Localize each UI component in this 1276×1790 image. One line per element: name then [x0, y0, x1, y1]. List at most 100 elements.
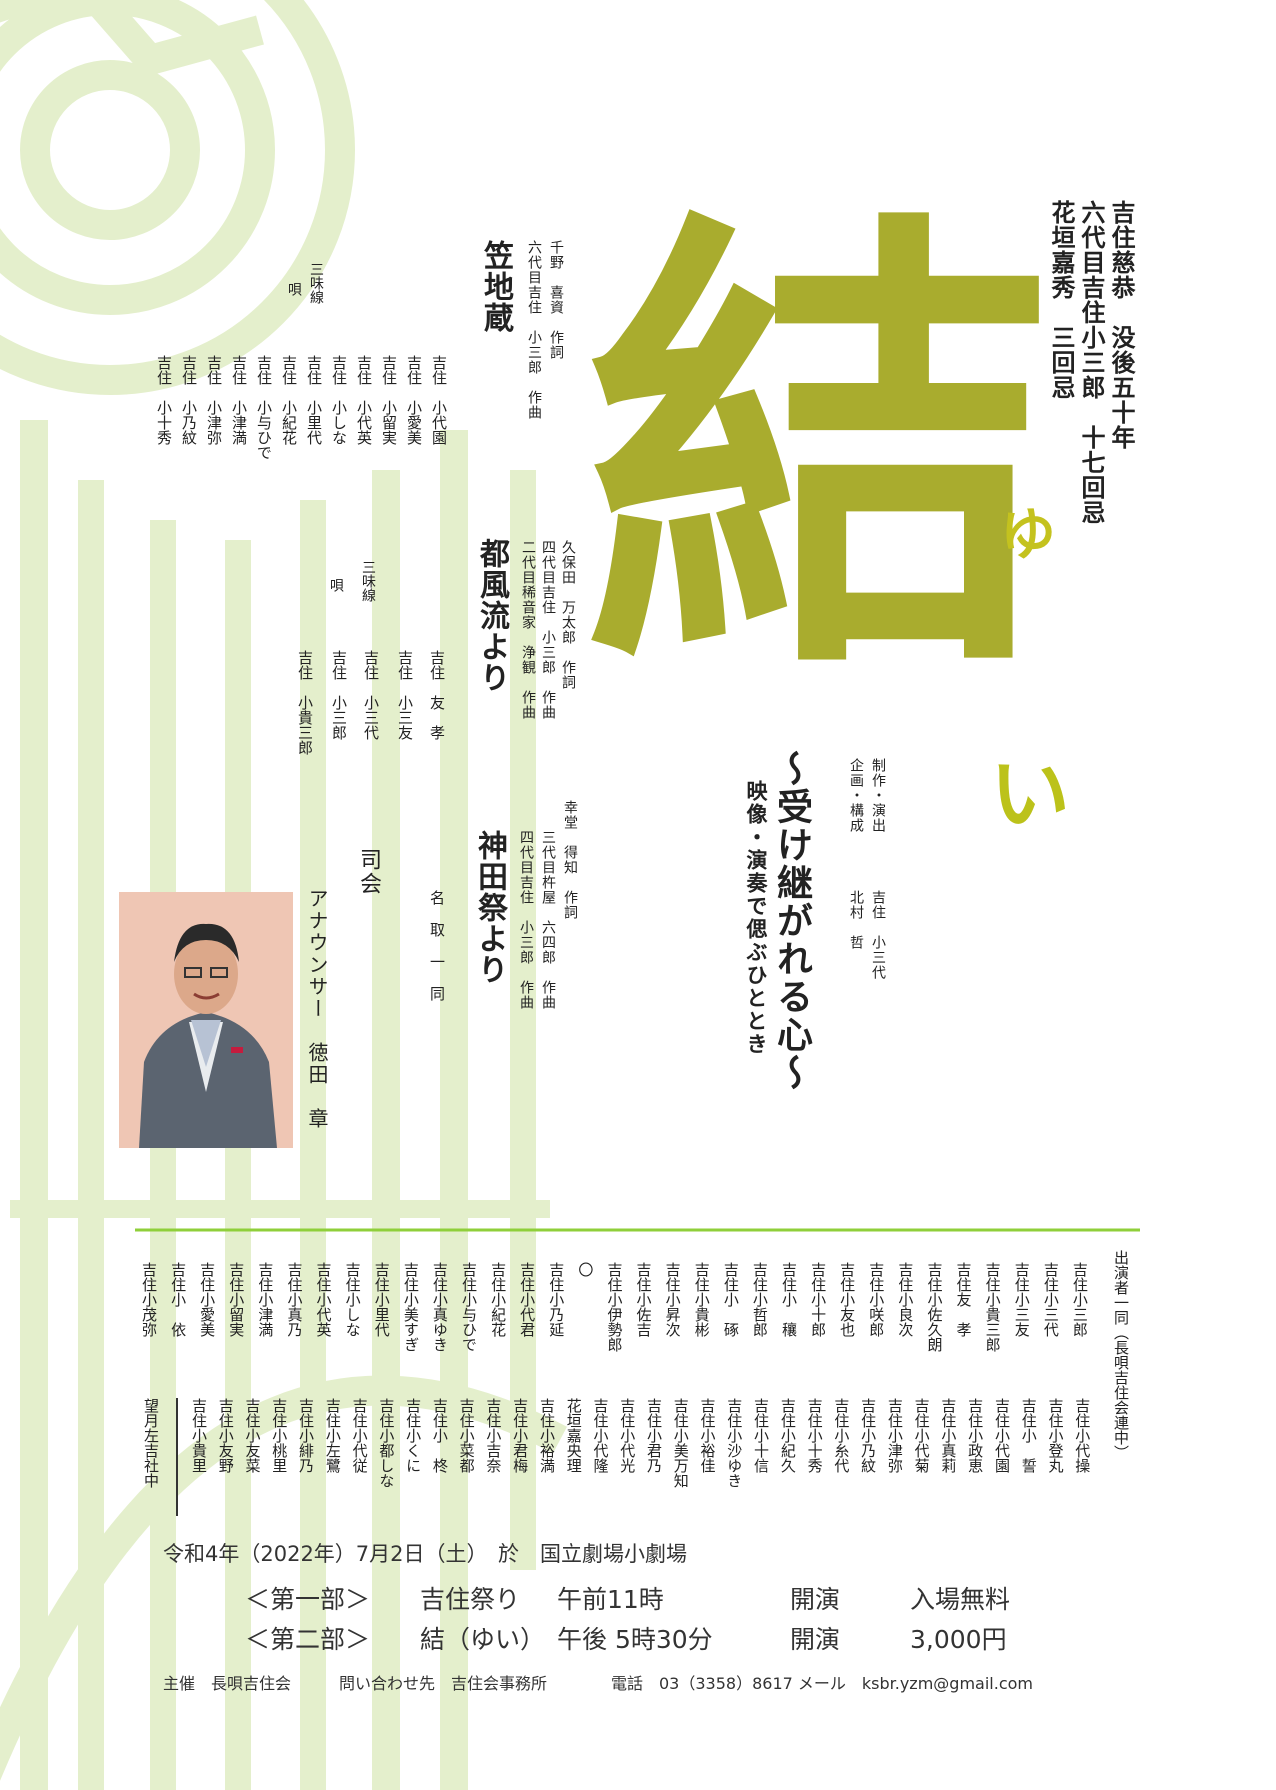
cast-member: 吉住小真乃	[285, 1262, 304, 1337]
cast-member: 吉住小真ゆき	[430, 1262, 449, 1352]
natori-ichido: 名 取 一 同	[428, 890, 446, 1002]
cast-member: 吉住小真莉	[939, 1398, 958, 1473]
piece-1-title: 笠地蔵	[478, 240, 513, 333]
performer: 吉住 小津満	[230, 355, 248, 445]
cast-member: 吉住小登丸	[1046, 1398, 1065, 1473]
date-venue: 令和4年（2022年）7月2日（土） 於 国立劇場小劇場	[163, 1542, 688, 1566]
part-2-time: 午後 5時30分	[557, 1625, 713, 1654]
piece-2-performer: 吉住 小貴三郎	[296, 650, 314, 755]
cast-member: 吉住小桃里	[270, 1398, 289, 1473]
cast-member: 吉住小里代	[372, 1262, 391, 1337]
cast-member: 吉住小咲郎	[867, 1262, 886, 1337]
part-2-start: 開演	[790, 1625, 841, 1654]
cast-list-top: 吉住小三郎 吉住小三代 吉住小三友 吉住小貴三郎 吉住友 孝吉住小佐久朗 吉住小良次 吉住小…	[140, 1262, 1100, 1392]
cast-member: 吉住小菜都	[457, 1398, 476, 1473]
hayashi-group: 望月左吉社中	[142, 1398, 160, 1488]
cast-list-bottom: 吉住小代操 吉住小登丸 吉住小 誓吉住小代園 吉住小政恵 吉住小真莉 吉住小代菊 吉住小津弥…	[190, 1398, 1100, 1528]
part-2-row: ＜第二部＞ 結（ゆい） 午後 5時30分 開演 3,000円	[245, 1620, 1045, 1654]
performer: 吉住 小十秀	[155, 355, 173, 445]
performer: 吉住 小紀花	[280, 355, 298, 445]
cast-member: 吉住小与ひで	[460, 1262, 478, 1352]
cast-member: 吉住小政恵	[966, 1398, 985, 1473]
piece-2-shamisen-label: 三味線	[360, 560, 376, 602]
cast-member: 吉住小津弥	[885, 1398, 904, 1473]
cast-member: 吉住小 依	[169, 1262, 188, 1337]
piece-2-uta-label: 唄	[328, 578, 344, 592]
performer: 吉住 小里代	[305, 355, 323, 445]
cast-member: 吉住小貴彬	[692, 1262, 711, 1337]
performer: 吉住 小代園	[430, 355, 448, 445]
part-1-row: ＜第一部＞ 吉住祭り 午前11時 開演 入場無料	[245, 1580, 1045, 1614]
logo-kanji: 結	[585, 174, 1055, 726]
mc-label: 司会	[356, 848, 381, 896]
cast-member: 吉住小愛美	[198, 1262, 217, 1337]
cast-member: 花垣嘉央理	[564, 1398, 583, 1473]
cast-member: 吉住友 孝	[954, 1262, 973, 1337]
logo-ruby: ゆ	[1000, 502, 1056, 568]
cast-member: 吉住小十郎	[809, 1262, 828, 1337]
piece-3-composer-2: 四代目吉住 小三郎 作曲	[518, 830, 534, 1010]
piece-3-title: 神田祭より	[472, 830, 507, 985]
cast-member: 吉住小茂弥	[140, 1262, 158, 1337]
cast-member: 吉住小代英	[314, 1262, 333, 1337]
cast-member: 吉住小美すぎ	[401, 1262, 420, 1352]
cast-member: 吉住小哲郎	[750, 1262, 769, 1337]
cast-member: 吉住小代光	[618, 1398, 637, 1473]
cast-member: 吉住小友也	[838, 1262, 857, 1337]
cast-member: 吉住小 誓	[1019, 1398, 1038, 1473]
role-production: 制作・演出	[870, 758, 886, 833]
cast-member: 吉住小君梅	[511, 1398, 530, 1473]
cast-member: 吉住小代菊	[912, 1398, 931, 1473]
cast-member: 吉住小乃紋	[859, 1398, 878, 1473]
piece-1-lyricist: 千野 喜資 作詞	[548, 240, 564, 360]
separator	[176, 1398, 178, 1516]
piece-1-uta-label: 唄	[286, 282, 302, 296]
cast-member: 吉住小代従	[350, 1398, 369, 1473]
performer: 吉住 小留実	[380, 355, 398, 445]
memorial-line-2: 六代目吉住小三郎 十七回忌	[1077, 200, 1106, 525]
cast-member: 吉住小君乃	[645, 1398, 663, 1473]
cast-member: 吉住小友菜	[243, 1398, 262, 1473]
cast-member: 吉住小左鷺	[323, 1398, 342, 1473]
cast-member: 吉住小くに	[404, 1398, 423, 1473]
cast-member: 吉住小都しな	[377, 1398, 396, 1488]
footer-contact: 主催 長唄吉住会 問い合わせ先 吉住会事務所 電話 03（3358）8617 メ…	[163, 1674, 1033, 1693]
cast-member: 吉住小代隆	[591, 1398, 610, 1473]
cast-member: 吉住小 穰	[780, 1262, 798, 1337]
cast-member: 吉住小三代	[1041, 1262, 1060, 1337]
piece-2-composer-2: 二代目稀音家 浄観 作曲	[520, 540, 536, 720]
cast-member: 吉住小しな	[343, 1262, 362, 1337]
cast-member: 吉住小美万知	[671, 1398, 690, 1488]
cast-member: 吉住小留実	[227, 1262, 246, 1337]
cast-member: 吉住小紀花	[489, 1262, 508, 1337]
cast-member: 吉住小貴三郎	[983, 1262, 1002, 1352]
cast-member: 吉住小代君	[518, 1262, 537, 1337]
part-1-start: 開演	[790, 1585, 841, 1614]
cast-member: 吉住小三郎	[1070, 1262, 1089, 1337]
cast-member: 吉住小貴里	[190, 1398, 208, 1473]
cast-member: 吉住小友野	[216, 1398, 235, 1473]
subtitle: ～受け継がれる心～	[771, 750, 813, 1092]
performer: 吉住 小愛美	[405, 355, 423, 445]
planner-name: 北村 哲	[848, 890, 864, 950]
cast-member: 吉住小良次	[896, 1262, 915, 1337]
director-name: 吉住 小三代	[870, 890, 886, 980]
piece-2-performer: 吉住 友 孝	[428, 650, 446, 740]
cast-member: 吉住小十信	[752, 1398, 771, 1473]
cast-member: 吉住小 柊	[430, 1398, 449, 1473]
performer: 吉住 小しな	[330, 355, 348, 445]
piece-1-composer: 六代目吉住 小三郎 作曲	[526, 240, 542, 420]
cast-title: 出演者一同（長唄吉住会連中）	[1112, 1250, 1130, 1460]
tagline: 映像・演奏で偲ぶひととき	[744, 780, 769, 1056]
cast-member: 〇	[576, 1262, 595, 1277]
piece-2-lyricist: 久保田 万太郎 作詞	[560, 540, 576, 690]
cast-member: 吉住小代操	[1073, 1398, 1092, 1473]
memorial-line-1: 吉住慈恭 没後五十年	[1107, 200, 1136, 450]
piece-1-performers: 吉住 小代園 吉住 小愛美 吉住 小留実 吉住 小代英 吉住 小しな 吉住 小里…	[155, 355, 455, 505]
cast-member: 吉住小裕佳	[698, 1398, 717, 1473]
cast-member: 吉住小三友	[1012, 1262, 1031, 1337]
cast-member: 吉住小代園	[992, 1398, 1011, 1473]
announcer-photo	[119, 892, 293, 1148]
part-1-label: ＜第一部＞	[245, 1585, 371, 1614]
cast-member: 吉住小沙ゆき	[725, 1398, 744, 1488]
